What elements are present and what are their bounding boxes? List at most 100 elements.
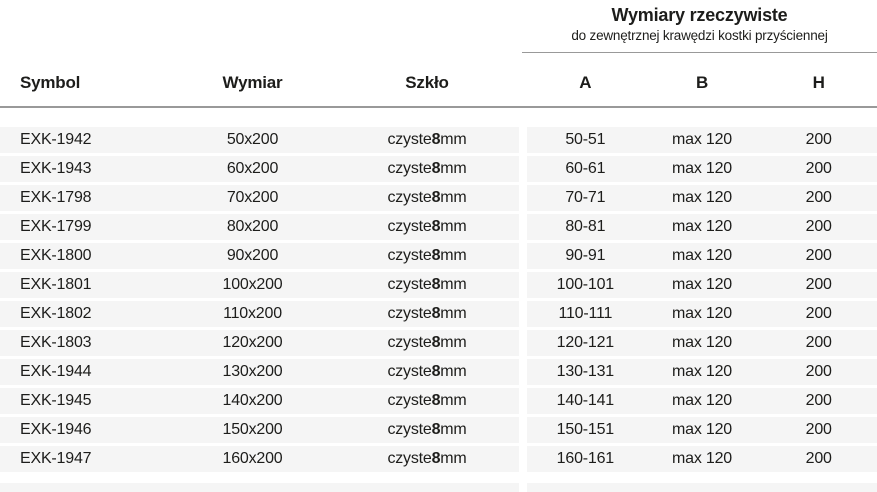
glass-pre: czyste xyxy=(387,160,432,177)
cell-symbol: EXK-1944 xyxy=(20,363,92,380)
row-right-section: 140-141 max 120 200 xyxy=(527,388,877,414)
row-right-section: 50-51 max 120 200 xyxy=(527,127,877,153)
cell-a: 100-101 xyxy=(556,276,615,293)
cell-szklo: czyste 8 mm xyxy=(335,301,519,327)
column-header-b: B xyxy=(695,73,709,92)
row-left-section: EXK-1799 80x200 czyste 8 mm xyxy=(0,214,519,240)
cell-wymiar: 90x200 xyxy=(226,247,279,264)
glass-post: mm xyxy=(440,218,467,235)
cell-a: 140-141 xyxy=(556,392,615,409)
cell-wymiar: 160x200 xyxy=(222,450,283,467)
cell-wymiar: 110x200 xyxy=(223,305,282,322)
glass-post: mm xyxy=(440,189,467,206)
cell-h: 200 xyxy=(805,421,832,438)
cell-szklo: czyste 8 mm xyxy=(335,388,519,414)
table-row: EXK-1943 60x200 czyste 8 mm 60-61 max 12… xyxy=(0,156,877,182)
column-gap xyxy=(519,388,527,414)
table-body: EXK-1942 50x200 czyste 8 mm 50-51 max 12… xyxy=(0,127,877,475)
glass-thickness: 8 xyxy=(431,450,441,467)
cell-a: 150-151 xyxy=(556,421,615,438)
cell-h: 200 xyxy=(805,334,832,351)
glass-thickness: 8 xyxy=(431,218,441,235)
cell-szklo: czyste 8 mm xyxy=(335,243,519,269)
row-left-section xyxy=(0,483,519,492)
cell-wymiar: 70x200 xyxy=(226,189,279,206)
glass-thickness: 8 xyxy=(431,276,441,293)
column-gap xyxy=(519,185,527,211)
row-left-section: EXK-1945 140x200 czyste 8 mm xyxy=(0,388,519,414)
cell-b: max 120 xyxy=(672,218,732,235)
cell-symbol: EXK-1803 xyxy=(20,334,92,351)
row-right-section: 110-111 max 120 200 xyxy=(527,301,877,327)
cell-h: 200 xyxy=(805,450,832,467)
group-header-wymiary-rzeczywiste: Wymiary rzeczywiste do zewnętrznej krawę… xyxy=(522,4,877,53)
cell-b: max 120 xyxy=(672,421,732,438)
table-row: EXK-1946 150x200 czyste 8 mm 150-151 max… xyxy=(0,417,877,443)
table-row: EXK-1944 130x200 czyste 8 mm 130-131 max… xyxy=(0,359,877,385)
cell-symbol: EXK-1946 xyxy=(20,421,92,438)
glass-post: mm xyxy=(440,276,467,293)
cell-a: 130-131 xyxy=(556,363,615,380)
glass-post: mm xyxy=(440,160,467,177)
cell-a: 120-121 xyxy=(556,334,615,351)
column-gap xyxy=(519,60,527,106)
table-row: EXK-1945 140x200 czyste 8 mm 140-141 max… xyxy=(0,388,877,414)
row-left-section: EXK-1800 90x200 czyste 8 mm xyxy=(0,243,519,269)
row-right-section: 150-151 max 120 200 xyxy=(527,417,877,443)
cell-symbol: EXK-1800 xyxy=(20,247,92,264)
table-row: EXK-1947 160x200 czyste 8 mm 160-161 max… xyxy=(0,446,877,472)
cell-a: 70-71 xyxy=(565,189,606,206)
cell-h: 200 xyxy=(805,160,832,177)
row-right-section: 160-161 max 120 200 xyxy=(527,446,877,472)
row-left-section: EXK-1803 120x200 czyste 8 mm xyxy=(0,330,519,356)
column-header-h: H xyxy=(812,73,825,92)
column-gap xyxy=(519,417,527,443)
glass-thickness: 8 xyxy=(431,131,441,148)
cell-szklo: czyste 8 mm xyxy=(335,330,519,356)
cell-b: max 120 xyxy=(672,450,732,467)
glass-post: mm xyxy=(440,421,467,438)
column-gap xyxy=(519,272,527,298)
row-left-section: EXK-1943 60x200 czyste 8 mm xyxy=(0,156,519,182)
glass-thickness: 8 xyxy=(431,305,441,322)
row-right-section: 70-71 max 120 200 xyxy=(527,185,877,211)
row-right-section: 100-101 max 120 200 xyxy=(527,272,877,298)
cell-szklo: czyste 8 mm xyxy=(335,359,519,385)
cell-symbol: EXK-1947 xyxy=(20,450,92,467)
column-header-szklo: Szkło xyxy=(405,73,449,92)
column-gap xyxy=(519,156,527,182)
glass-thickness: 8 xyxy=(431,363,441,380)
cell-h: 200 xyxy=(805,218,832,235)
cell-symbol: EXK-1802 xyxy=(20,305,92,322)
column-gap xyxy=(519,243,527,269)
glass-post: mm xyxy=(440,363,467,380)
cell-wymiar: 120x200 xyxy=(222,334,283,351)
row-right-section: 60-61 max 120 200 xyxy=(527,156,877,182)
cell-symbol: EXK-1945 xyxy=(20,392,92,409)
cell-h: 200 xyxy=(805,131,832,148)
cell-b: max 120 xyxy=(672,276,732,293)
cell-szklo: czyste 8 mm xyxy=(335,446,519,472)
table-row: EXK-1799 80x200 czyste 8 mm 80-81 max 12… xyxy=(0,214,877,240)
glass-post: mm xyxy=(440,450,467,467)
cell-h: 200 xyxy=(805,247,832,264)
header-right-section: A B H xyxy=(527,60,877,106)
table-row: EXK-1798 70x200 czyste 8 mm 70-71 max 12… xyxy=(0,185,877,211)
glass-thickness: 8 xyxy=(431,247,441,264)
cell-a: 80-81 xyxy=(565,218,606,235)
row-right-section xyxy=(527,483,877,492)
cell-symbol: EXK-1942 xyxy=(20,131,92,148)
cell-szklo: czyste 8 mm xyxy=(335,185,519,211)
glass-post: mm xyxy=(440,334,467,351)
glass-post: mm xyxy=(440,392,467,409)
glass-thickness: 8 xyxy=(431,160,441,177)
glass-pre: czyste xyxy=(387,276,432,293)
glass-pre: czyste xyxy=(387,421,432,438)
cell-wymiar: 150x200 xyxy=(222,421,283,438)
glass-pre: czyste xyxy=(387,363,432,380)
column-gap xyxy=(519,446,527,472)
cell-b: max 120 xyxy=(672,189,732,206)
glass-pre: czyste xyxy=(387,450,432,467)
cell-szklo: czyste 8 mm xyxy=(335,156,519,182)
table-row: EXK-1942 50x200 czyste 8 mm 50-51 max 12… xyxy=(0,127,877,153)
